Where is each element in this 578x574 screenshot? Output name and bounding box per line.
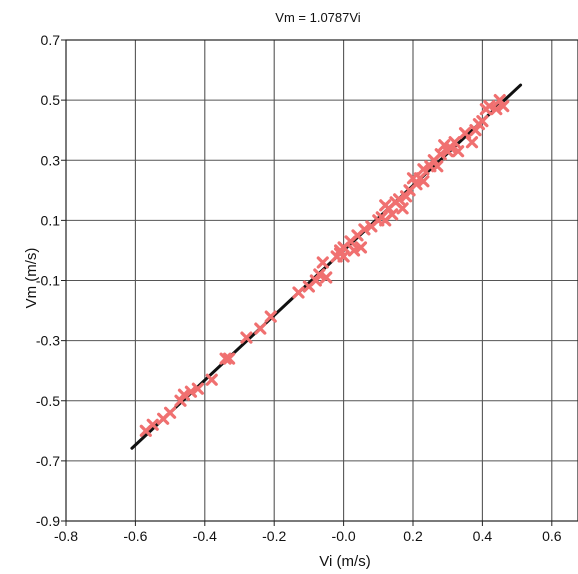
data-point	[205, 373, 218, 386]
y-tick-label: -0.1	[36, 273, 60, 289]
data-point	[358, 223, 371, 236]
y-tick-label: 0.5	[41, 92, 61, 108]
y-tick-label: -0.5	[36, 393, 60, 409]
chart-title: Vm = 1.0787Vi	[275, 10, 361, 25]
y-tick-label: 0.7	[41, 32, 61, 48]
data-point	[417, 163, 430, 176]
data-point	[469, 124, 482, 137]
data-point	[386, 208, 399, 221]
data-point	[434, 148, 447, 161]
data-point	[399, 190, 413, 203]
y-axis-title: Vm (m/s)	[23, 248, 40, 309]
x-tick-label: -0.8	[54, 528, 78, 544]
data-point	[240, 331, 253, 344]
data-point	[445, 142, 458, 155]
data-point	[483, 100, 496, 113]
x-tick-label: -0.6	[123, 528, 147, 544]
data-point	[337, 250, 350, 263]
data-point	[191, 382, 204, 395]
data-point	[354, 241, 368, 254]
data-point	[396, 202, 409, 215]
data-point	[219, 352, 232, 365]
data-point	[476, 115, 489, 128]
data-point	[452, 145, 465, 158]
data-point	[320, 271, 333, 284]
y-axis: 0.7 0.5 0.3 0.1 -0.1 -0.3 -0.5 -0.7 -0.9	[36, 32, 66, 529]
data-point	[417, 175, 430, 188]
data-point	[490, 103, 503, 116]
y-tick-label: -0.3	[36, 333, 60, 349]
data-point	[292, 286, 305, 299]
data-point	[254, 322, 267, 335]
x-tick-label: -0.2	[262, 528, 286, 544]
x-tick-label: -0.4	[193, 528, 217, 544]
y-tick-label: 0.1	[41, 212, 61, 228]
data-point	[448, 136, 461, 149]
data-point	[497, 100, 510, 113]
data-point	[431, 160, 444, 173]
data-point	[493, 94, 506, 107]
data-points	[139, 94, 510, 437]
data-point	[177, 388, 191, 401]
data-point	[465, 136, 479, 149]
data-point	[347, 244, 361, 257]
data-point	[164, 406, 177, 419]
y-tick-label: -0.7	[36, 453, 60, 469]
data-point	[174, 394, 187, 407]
data-point	[184, 385, 198, 398]
data-point	[146, 418, 159, 431]
data-point	[309, 274, 322, 287]
x-tick-label: 0.2	[403, 528, 423, 544]
y-tick-label: -0.9	[36, 513, 60, 529]
data-point	[410, 178, 423, 191]
y-tick-label: 0.3	[41, 152, 61, 168]
x-tick-label: 0.4	[473, 528, 493, 544]
data-point	[458, 127, 472, 140]
data-point	[222, 352, 236, 365]
data-point	[438, 139, 451, 152]
x-axis-title: Vi (m/s)	[319, 553, 370, 570]
x-tick-label: 0.6	[542, 528, 562, 544]
data-point	[264, 310, 277, 323]
data-point	[316, 256, 329, 269]
data-point	[313, 268, 326, 281]
x-tick-label: -0.0	[332, 528, 356, 544]
x-axis: -0.8 -0.6 -0.4 -0.2 -0.0 0.2 0.4 0.6	[54, 521, 562, 544]
data-point	[393, 193, 406, 206]
